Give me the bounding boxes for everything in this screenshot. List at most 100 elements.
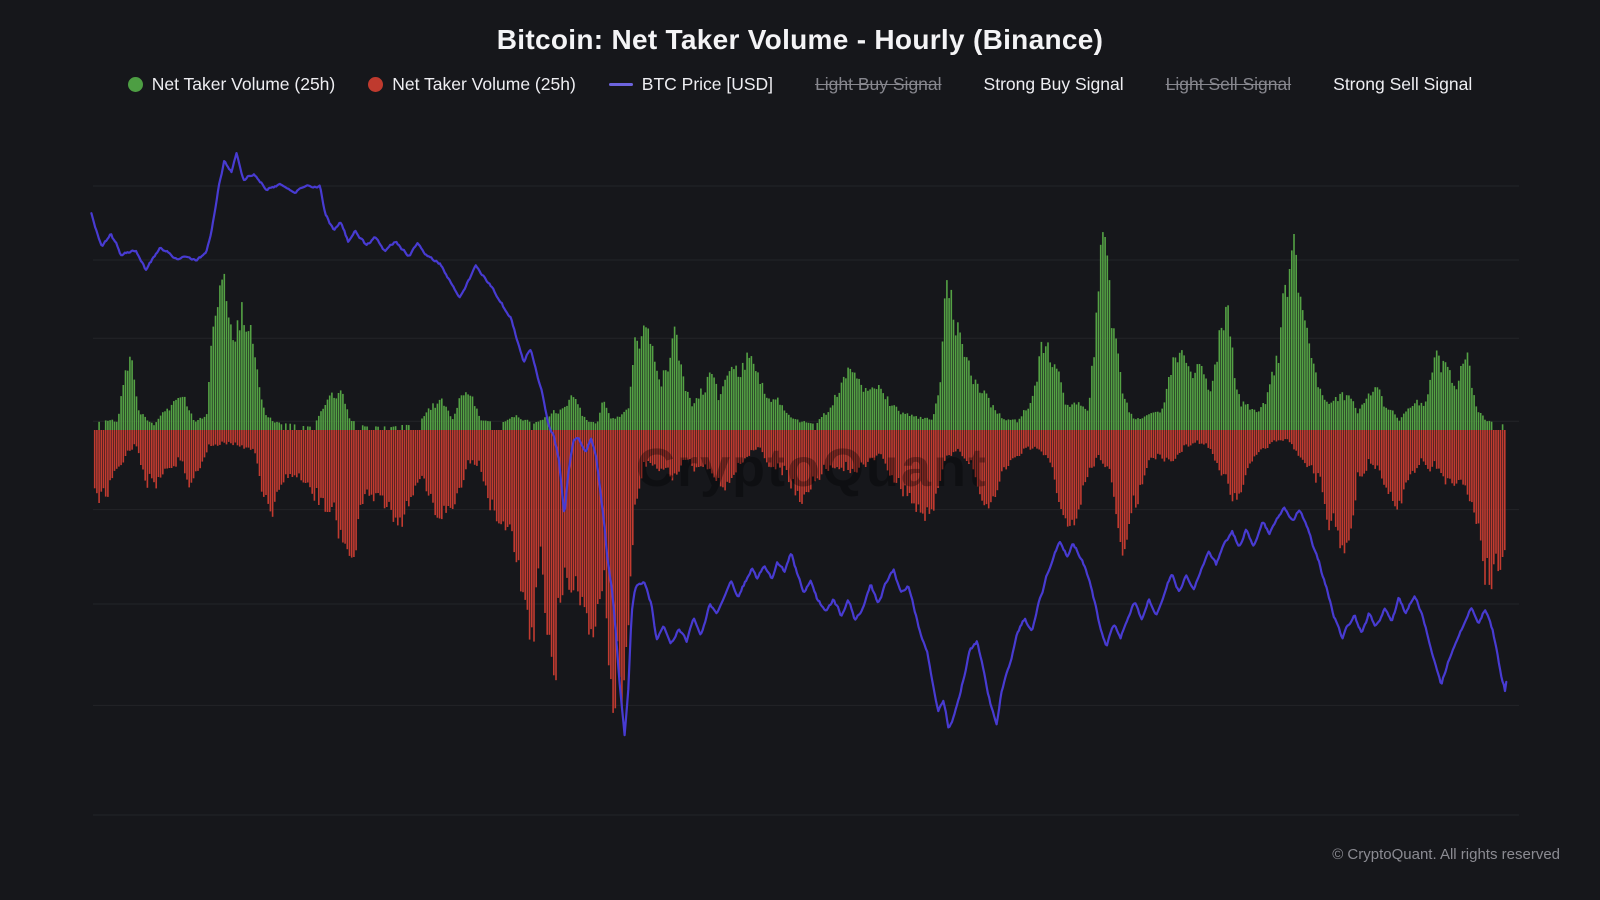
volume-bar-positive bbox=[1310, 358, 1313, 430]
volume-bar-positive bbox=[913, 416, 915, 430]
volume-bar-positive bbox=[1227, 305, 1229, 430]
volume-bar-negative bbox=[1330, 430, 1333, 521]
volume-bar-negative bbox=[247, 430, 250, 448]
volume-bar-negative bbox=[390, 430, 392, 510]
legend-item-strong-sell-signal[interactable]: Strong Sell Signal bbox=[1324, 74, 1472, 95]
volume-bar-negative bbox=[651, 430, 654, 466]
volume-bar-negative bbox=[673, 430, 676, 474]
volume-bar-negative bbox=[1082, 430, 1084, 486]
volume-bar-negative bbox=[748, 430, 751, 456]
volume-bar-positive bbox=[315, 420, 318, 430]
volume-bar-positive bbox=[506, 419, 509, 430]
volume-bar-negative bbox=[245, 430, 248, 448]
volume-bar-negative bbox=[1315, 430, 1317, 483]
volume-bar-positive bbox=[1271, 371, 1273, 430]
volume-bar-positive bbox=[1348, 395, 1350, 430]
legend-item-light-buy-signal[interactable]: Light Buy Signal bbox=[806, 74, 941, 95]
volume-bar-positive bbox=[120, 396, 122, 430]
volume-bar-negative bbox=[825, 430, 827, 469]
volume-bar-negative bbox=[122, 430, 125, 463]
volume-bar-negative bbox=[454, 430, 456, 505]
volume-bar-negative bbox=[1389, 430, 1392, 492]
volume-bar-negative bbox=[241, 430, 243, 446]
volume-bar-negative bbox=[746, 430, 748, 457]
volume-bar-positive bbox=[733, 369, 735, 430]
volume-bar-positive bbox=[1332, 400, 1335, 430]
volume-bar-positive bbox=[293, 424, 296, 430]
volume-bar-negative bbox=[618, 430, 621, 678]
volume-bar-positive bbox=[849, 368, 852, 430]
volume-bar-negative bbox=[467, 430, 469, 461]
volume-bar-positive bbox=[713, 377, 715, 430]
legend-item-strong-buy-signal[interactable]: Strong Buy Signal bbox=[975, 74, 1124, 95]
volume-bar-negative bbox=[1014, 430, 1016, 458]
volume-bar-positive bbox=[1418, 405, 1420, 430]
volume-bar-negative bbox=[906, 430, 909, 497]
volume-bar-negative bbox=[1446, 430, 1449, 479]
volume-bar-negative bbox=[838, 430, 841, 470]
volume-bar-negative bbox=[120, 430, 122, 466]
volume-bar-negative bbox=[864, 430, 867, 467]
volume-bar-negative bbox=[302, 430, 305, 483]
volume-bar-negative bbox=[842, 430, 845, 472]
volume-bar-negative bbox=[1275, 430, 1278, 442]
legend-item-light-sell-signal[interactable]: Light Sell Signal bbox=[1157, 74, 1292, 95]
volume-bar-positive bbox=[274, 422, 276, 430]
volume-bar-negative bbox=[460, 430, 463, 488]
volume-bar-positive bbox=[484, 420, 487, 430]
volume-bar-negative bbox=[744, 430, 746, 459]
volume-bar-positive bbox=[803, 421, 805, 430]
legend-item-net-taker-volume-buy[interactable]: Net Taker Volume (25h) bbox=[127, 74, 335, 95]
volume-bar-positive bbox=[170, 404, 173, 430]
volume-bar-negative bbox=[706, 430, 709, 470]
volume-bar-positive bbox=[1343, 400, 1346, 430]
volume-bar-negative bbox=[399, 430, 401, 518]
volume-bar-negative bbox=[1317, 430, 1319, 474]
volume-bar-negative bbox=[1405, 430, 1407, 483]
volume-bar-negative bbox=[627, 430, 630, 626]
legend-item-btc-price[interactable]: BTC Price [USD] bbox=[608, 74, 774, 95]
volume-bar-positive bbox=[1352, 401, 1355, 430]
volume-bar-negative bbox=[926, 430, 928, 508]
volume-bar-positive bbox=[996, 413, 999, 430]
volume-bar-negative bbox=[1183, 430, 1185, 446]
volume-bar-negative bbox=[1229, 430, 1232, 495]
volume-bar-positive bbox=[897, 410, 900, 430]
volume-bar-negative bbox=[996, 430, 999, 491]
volume-bar-negative bbox=[513, 430, 515, 553]
volume-bar-negative bbox=[669, 430, 671, 477]
volume-bar-positive bbox=[1178, 352, 1181, 430]
volume-bar-negative bbox=[1501, 430, 1504, 557]
volume-bar-positive bbox=[658, 379, 660, 430]
legend-item-net-taker-volume-sell[interactable]: Net Taker Volume (25h) bbox=[368, 74, 576, 95]
volume-bar-negative bbox=[1431, 430, 1434, 467]
volume-bar-positive bbox=[401, 425, 403, 430]
volume-bar-positive bbox=[618, 416, 621, 430]
volume-bar-positive bbox=[1126, 402, 1128, 430]
volume-bar-positive bbox=[151, 422, 153, 430]
volume-bar-negative bbox=[1047, 430, 1049, 459]
volume-bar-negative bbox=[504, 430, 507, 531]
volume-bar-positive bbox=[625, 409, 628, 430]
volume-bar-negative bbox=[379, 430, 382, 496]
volume-bar-negative bbox=[671, 430, 674, 481]
volume-bar-negative bbox=[827, 430, 830, 471]
volume-bar-positive bbox=[520, 419, 522, 430]
volume-bar-negative bbox=[1137, 430, 1139, 505]
volume-bar-positive bbox=[574, 399, 577, 430]
volume-bar-negative bbox=[1062, 430, 1065, 516]
legend-item-label: BTC Price [USD] bbox=[641, 74, 774, 94]
volume-bar-positive bbox=[669, 357, 671, 430]
volume-bar-positive bbox=[1479, 413, 1482, 430]
volume-bar-negative bbox=[570, 430, 573, 593]
volume-bar-positive bbox=[634, 337, 636, 430]
volume-bar-positive bbox=[1422, 405, 1425, 430]
volume-bar-positive bbox=[1323, 399, 1326, 430]
volume-bar-negative bbox=[943, 430, 946, 461]
volume-bar-positive bbox=[928, 419, 931, 430]
volume-bar-positive bbox=[1200, 366, 1203, 430]
volume-bar-negative bbox=[965, 430, 968, 461]
volume-bar-negative bbox=[517, 430, 520, 561]
volume-bar-positive bbox=[933, 414, 935, 430]
